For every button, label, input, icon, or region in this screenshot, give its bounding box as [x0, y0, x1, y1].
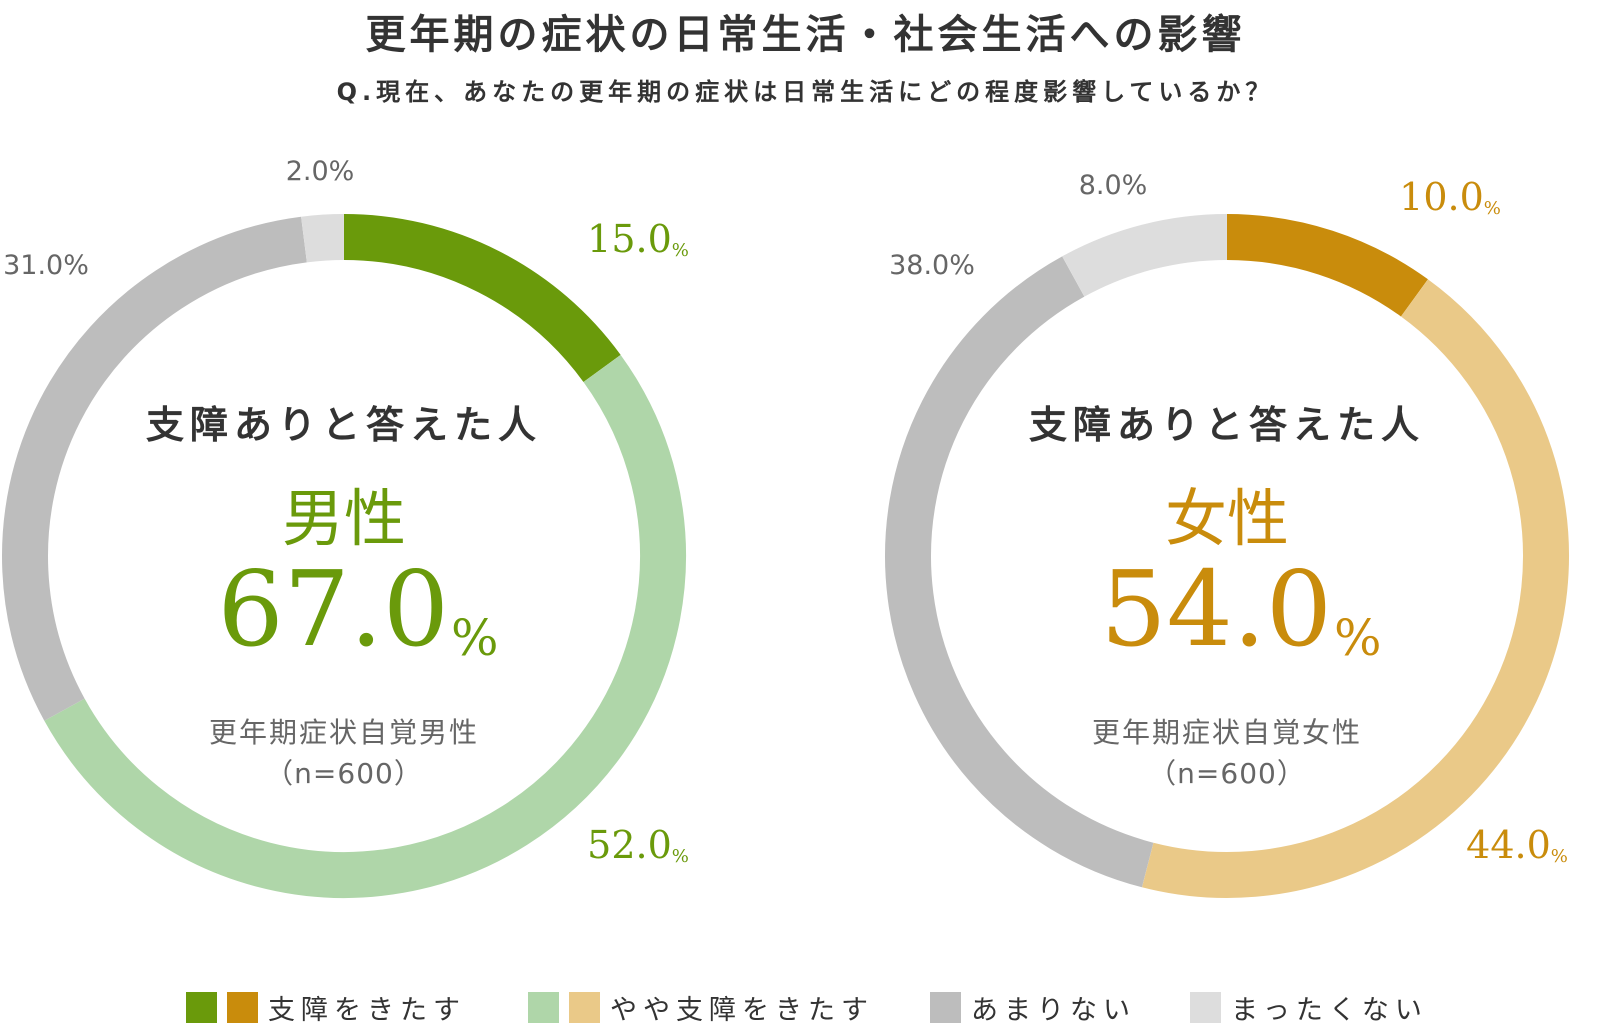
donut-slice-male-3 — [2, 216, 307, 721]
donut-slice-female-1 — [1226, 214, 1428, 317]
legend: 支障をきたす やや支障をきたす あまりない まったくない — [0, 988, 1611, 1027]
legend-item-none: まったくない — [1190, 988, 1428, 1027]
donut-slice-male-2 — [44, 355, 686, 898]
slice-value-label-female-3: 38.0% — [889, 250, 975, 281]
center-subtitle-male: 更年期症状自覚男性 — [209, 716, 479, 749]
slice-value-label-female-2: 44.0% — [1466, 823, 1568, 867]
chart-question: Q.現在、あなたの更年期の症状は日常生活にどの程度影響しているか？ — [336, 78, 1275, 106]
legend-label: まったくない — [1231, 995, 1428, 1026]
slice-value-label-female-1: 10.0% — [1399, 175, 1501, 219]
legend-swatch-female — [569, 992, 600, 1023]
donut-slice-male-1 — [343, 214, 621, 383]
donut-slice-female-2 — [1142, 279, 1569, 898]
slice-value-label-male-1: 15.0% — [587, 217, 689, 261]
chart-title: 更年期の症状の日常生活・社会生活への影響 — [365, 12, 1246, 58]
legend-label: あまりない — [971, 995, 1136, 1026]
center-sample-size-female: （n=600） — [1148, 757, 1306, 790]
center-sample-size-male: （n=600） — [265, 757, 423, 790]
donut-slice-male-4 — [301, 214, 345, 263]
slice-value-label-female-4: 8.0% — [1079, 170, 1148, 201]
center-heading-female: 支障ありと答えた人 — [1029, 403, 1425, 447]
center-heading-male: 支障ありと答えた人 — [146, 403, 542, 447]
legend-item-some-impact: やや支障をきたす — [528, 988, 874, 1027]
legend-label: やや支障をきたす — [610, 995, 874, 1026]
slice-value-label-male-2: 52.0% — [587, 823, 689, 867]
legend-swatch-male — [186, 992, 217, 1023]
donut-slice-female-4 — [1062, 214, 1228, 297]
donut-slice-female-3 — [885, 256, 1154, 888]
legend-swatch — [1190, 992, 1221, 1023]
legend-swatch-male — [528, 992, 559, 1023]
center-value-male: 67.0% — [217, 548, 498, 670]
center-group-male: 男性 — [282, 482, 406, 555]
legend-item-major-impact: 支障をきたす — [186, 988, 466, 1027]
slice-value-label-male-4: 2.0% — [286, 156, 355, 187]
center-group-female: 女性 — [1165, 482, 1289, 555]
legend-label: 支障をきたす — [268, 995, 466, 1026]
legend-swatch — [930, 992, 961, 1023]
center-value-female: 54.0% — [1100, 548, 1381, 670]
center-subtitle-female: 更年期症状自覚女性 — [1092, 716, 1362, 749]
legend-swatch-female — [227, 992, 258, 1023]
slice-value-label-male-3: 31.0% — [3, 250, 89, 281]
legend-item-not-much: あまりない — [930, 988, 1136, 1027]
